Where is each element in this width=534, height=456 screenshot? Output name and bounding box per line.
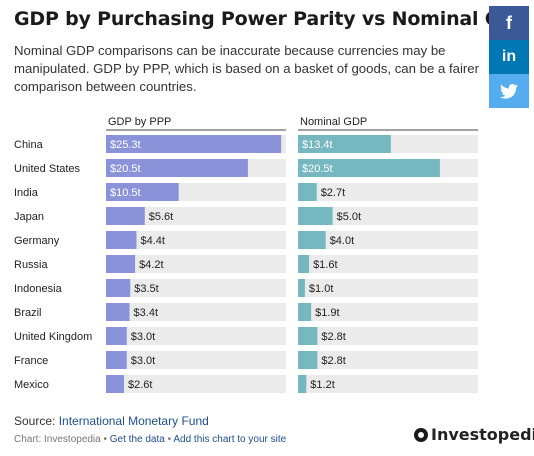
ppp-value-label: $3.0t: [131, 331, 155, 343]
ppp-bar[interactable]: [106, 279, 130, 297]
ppp-bar[interactable]: [106, 231, 136, 249]
nominal-value-label: $2.8t: [321, 331, 345, 343]
logo-text: Investopedia: [431, 425, 534, 444]
nominal-value-label: $1.2t: [310, 379, 334, 391]
source-prefix: Source:: [14, 414, 59, 428]
investopedia-logo[interactable]: Investopedia: [414, 425, 534, 444]
ppp-value-label: $3.5t: [134, 283, 158, 295]
ppp-value-label: $10.5t: [110, 187, 141, 199]
row-label: United States: [14, 163, 81, 175]
nominal-value-label: $1.9t: [315, 307, 339, 319]
credit-line: Chart: Investopedia • Get the data • Add…: [14, 434, 286, 445]
nominal-value-label: $1.6t: [313, 259, 337, 271]
row-label: Russia: [14, 259, 49, 271]
logo-icon: [414, 428, 428, 442]
nominal-bar[interactable]: [298, 279, 305, 297]
row-label: United Kingdom: [14, 331, 92, 343]
ppp-bar[interactable]: [106, 351, 127, 369]
ppp-bar[interactable]: [106, 255, 135, 273]
row-label: Indonesia: [14, 283, 63, 295]
source-line: Source: International Monetary Fund: [14, 414, 209, 428]
ppp-bar[interactable]: [106, 375, 124, 393]
nominal-bar[interactable]: [298, 255, 309, 273]
bar-chart: GDP by PPP Nominal GDP China $25.3t $13.4t…: [0, 0, 534, 410]
ppp-column-header: GDP by PPP: [108, 116, 171, 128]
ppp-bar[interactable]: [106, 327, 127, 345]
ppp-value-label: $20.5t: [110, 163, 141, 175]
nominal-bar[interactable]: [298, 231, 326, 249]
nominal-bar[interactable]: [298, 303, 311, 321]
nominal-value-label: $13.4t: [302, 139, 333, 151]
ppp-value-label: $4.4t: [140, 235, 164, 247]
ppp-value-label: $3.4t: [134, 307, 158, 319]
nominal-value-label: $2.8t: [321, 355, 345, 367]
nominal-bar[interactable]: [298, 207, 333, 225]
add-chart-link[interactable]: Add this chart to your site: [173, 434, 286, 445]
nominal-bar[interactable]: [298, 327, 317, 345]
credit-separator: •: [101, 434, 110, 445]
nominal-value-label: $20.5t: [302, 163, 333, 175]
row-label: China: [14, 139, 44, 151]
get-data-link[interactable]: Get the data: [110, 434, 165, 445]
ppp-value-label: $2.6t: [128, 379, 152, 391]
row-label: Germany: [14, 235, 60, 247]
nominal-value-label: $2.7t: [321, 187, 345, 199]
ppp-bar[interactable]: [106, 303, 130, 321]
nominal-value-label: $1.0t: [309, 283, 333, 295]
nominal-value-label: $5.0t: [337, 211, 361, 223]
ppp-track: [106, 279, 286, 297]
nominal-bar[interactable]: [298, 183, 317, 201]
ppp-value-label: $4.2t: [139, 259, 163, 271]
row-label: Mexico: [14, 379, 49, 391]
ppp-value-label: $25.3t: [110, 139, 141, 151]
ppp-value-label: $3.0t: [131, 355, 155, 367]
source-link[interactable]: International Monetary Fund: [59, 414, 209, 428]
nominal-bar[interactable]: [298, 375, 306, 393]
nominal-bar[interactable]: [298, 351, 317, 369]
row-label: Japan: [14, 211, 44, 223]
ppp-bar[interactable]: [106, 207, 145, 225]
credit-text: Chart: Investopedia: [14, 434, 101, 445]
row-label: India: [14, 187, 39, 199]
ppp-value-label: $5.6t: [149, 211, 173, 223]
nominal-column-header: Nominal GDP: [300, 116, 367, 128]
row-label: France: [14, 355, 48, 367]
nominal-value-label: $4.0t: [330, 235, 354, 247]
row-label: Brazil: [14, 307, 42, 319]
